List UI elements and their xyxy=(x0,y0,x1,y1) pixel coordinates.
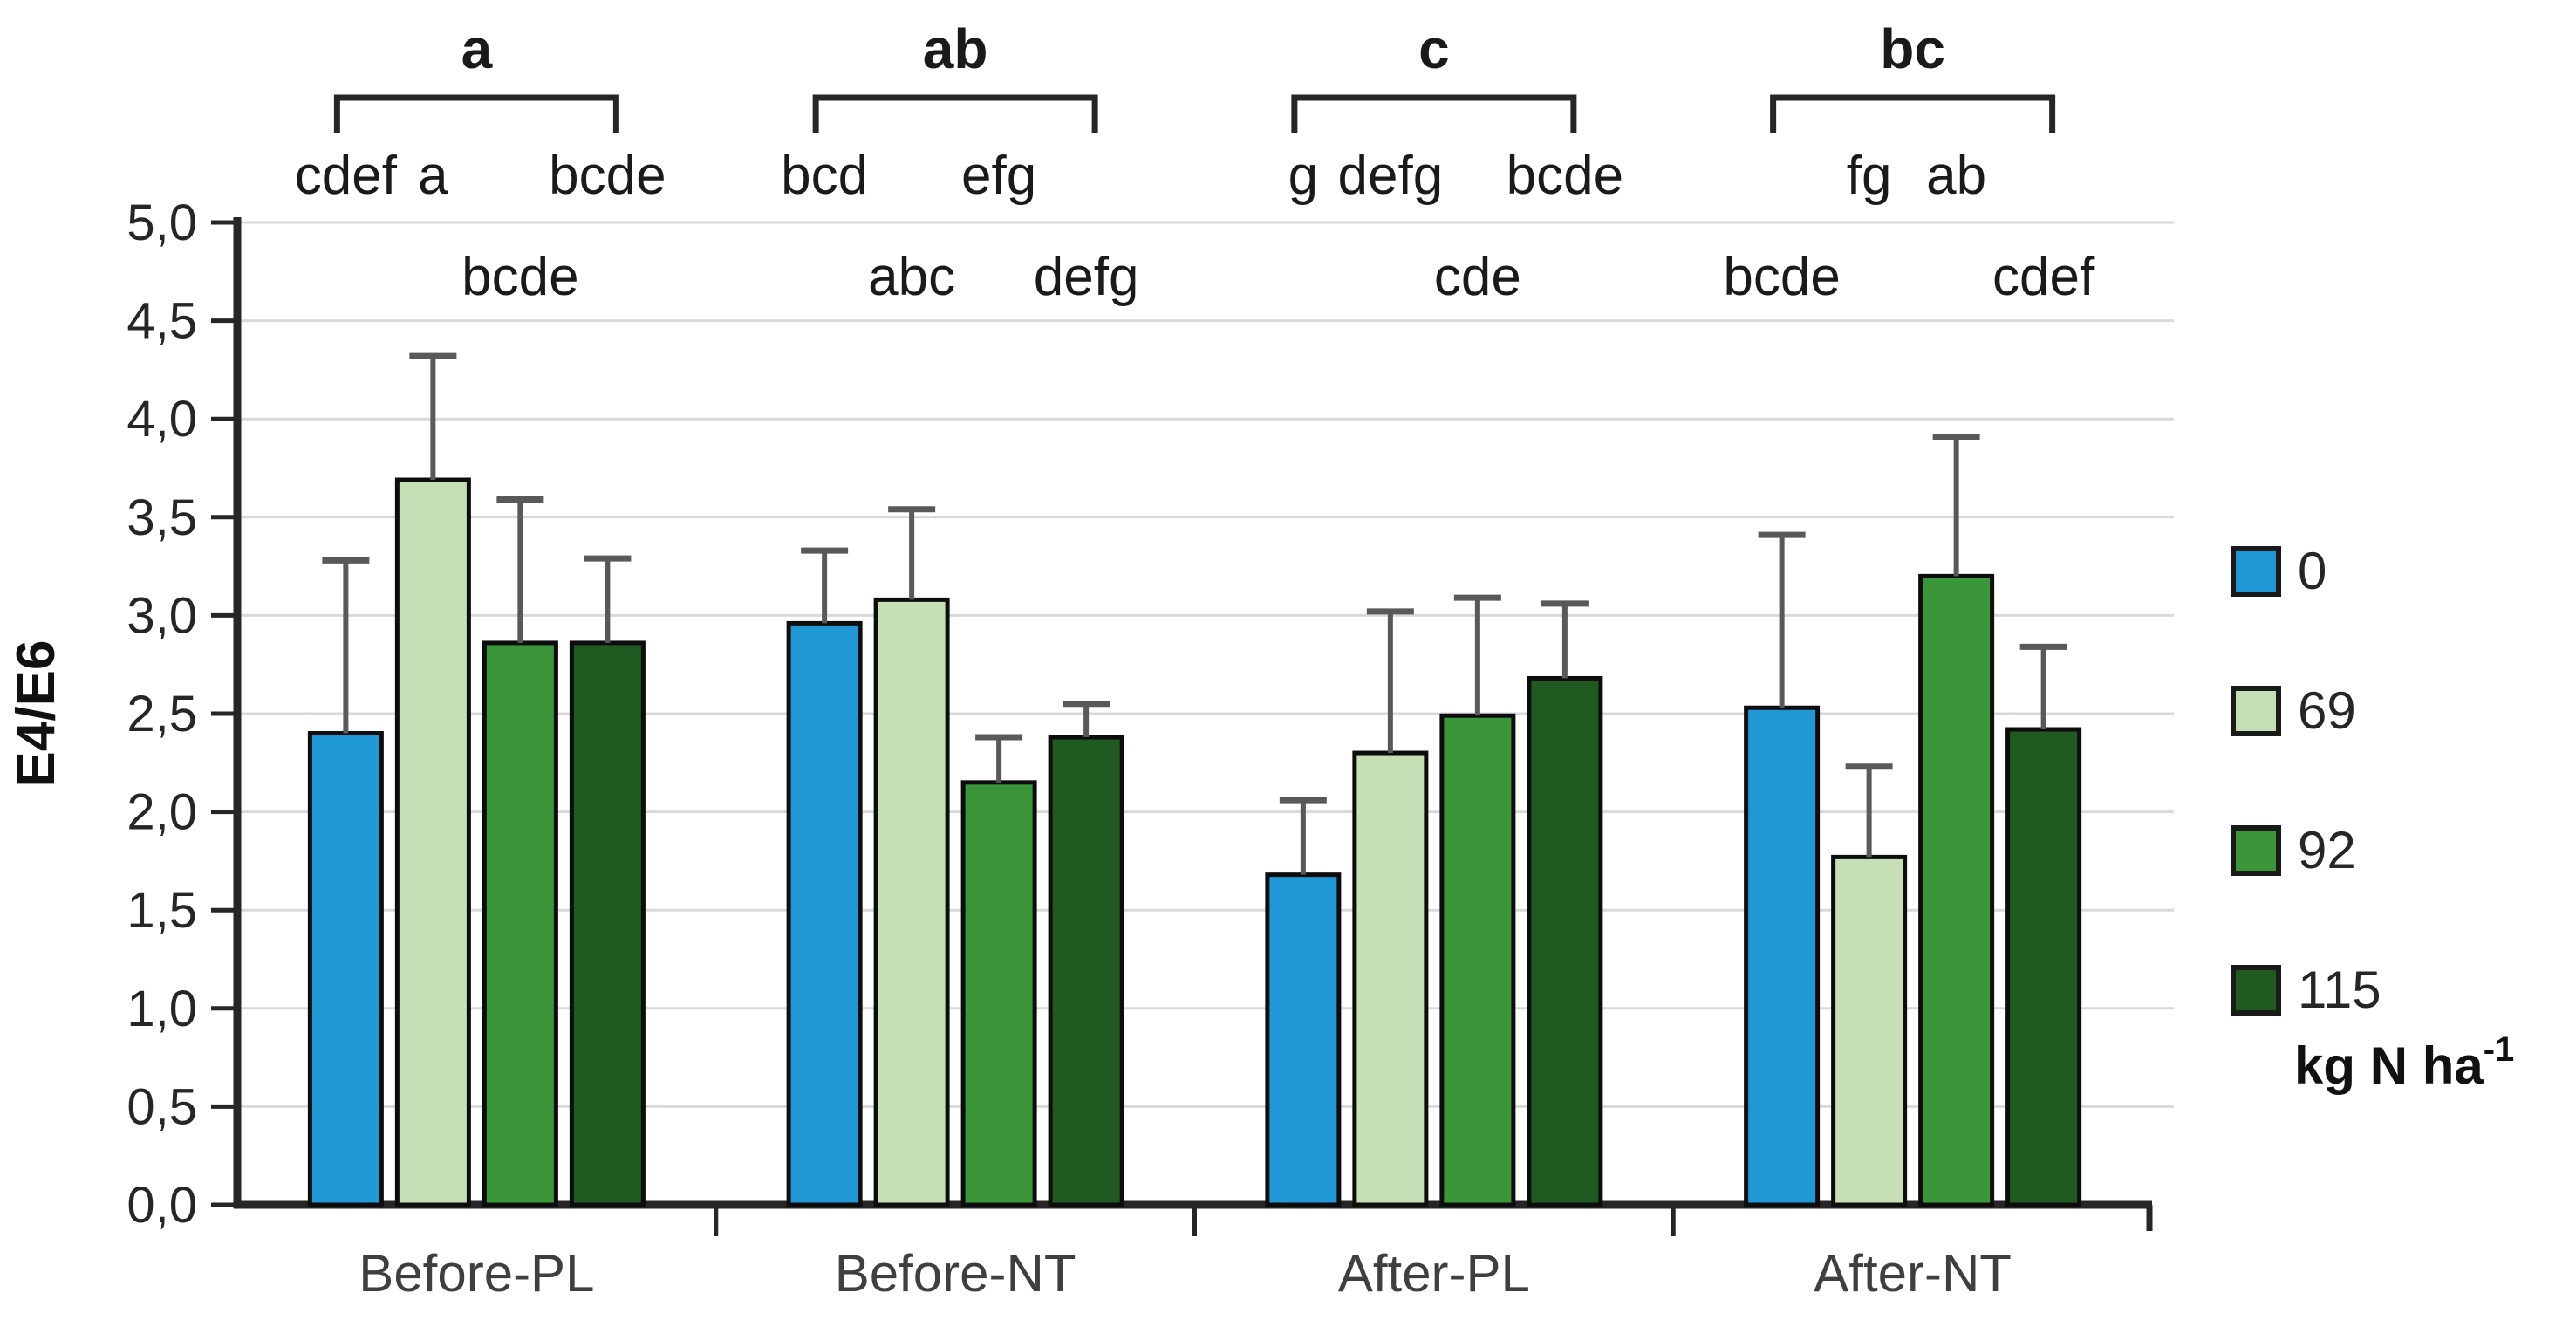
legend-label-115: 115 xyxy=(2298,961,2381,1019)
group-significance-letter: c xyxy=(1418,17,1450,80)
bar-Before-PL-69 xyxy=(394,477,471,1207)
bar-After-NT-92 xyxy=(1918,573,1995,1207)
bar-Before-PL-115 xyxy=(569,640,646,1207)
bar-significance-letter: bcde xyxy=(461,247,578,307)
bar-Before-NT-115 xyxy=(1048,735,1124,1207)
x-category-label: After-PL xyxy=(1338,1244,1530,1303)
y-axis-title: E4/E6 xyxy=(6,640,66,788)
bar-After-NT-69 xyxy=(1831,854,1908,1207)
y-tick-label: 5,0 xyxy=(126,195,197,251)
bar-significance-letter: cde xyxy=(1434,247,1521,307)
bar-Before-PL-92 xyxy=(482,640,558,1207)
bar-Before-NT-69 xyxy=(873,597,950,1207)
group-significance-letter: bc xyxy=(1880,17,1945,80)
bar-significance-letter: bcd xyxy=(781,146,868,206)
bar-After-PL-115 xyxy=(1527,675,1603,1207)
bar-significance-letter: defg xyxy=(1338,146,1444,206)
bar-After-NT-115 xyxy=(2005,727,2082,1207)
bar-significance-letter: cdef xyxy=(1992,247,2095,307)
bar-Before-NT-92 xyxy=(960,780,1037,1207)
bar-After-PL-69 xyxy=(1352,750,1429,1207)
bar-significance-letter: bcde xyxy=(1723,247,1840,307)
legend-swatch-0 xyxy=(2231,546,2281,597)
bar-significance-letter: defg xyxy=(1034,247,1139,307)
bar-significance-letter: bcde xyxy=(549,146,666,206)
bar-significance-letter: g xyxy=(1288,146,1318,206)
y-tick-label: 2,0 xyxy=(126,784,197,841)
group-significance-letter: ab xyxy=(923,17,988,80)
bar-After-PL-0 xyxy=(1265,872,1342,1207)
legend-label-69: 69 xyxy=(2298,681,2356,740)
x-category-label: Before-PL xyxy=(359,1244,594,1303)
bar-significance-letter: abc xyxy=(868,247,955,307)
group-bracket xyxy=(333,94,619,133)
bar-significance-letter: fg xyxy=(1847,146,1892,206)
y-tick-label: 1,0 xyxy=(126,981,197,1037)
bar-Before-NT-0 xyxy=(786,620,863,1207)
legend-swatch-69 xyxy=(2231,686,2281,736)
legend-label-92: 92 xyxy=(2298,821,2356,879)
bar-significance-letter: a xyxy=(418,146,448,206)
group-bracket xyxy=(1291,94,1577,133)
y-tick-label: 0,5 xyxy=(126,1078,197,1135)
bar-Before-PL-0 xyxy=(307,731,384,1207)
group-bracket xyxy=(1770,94,2056,133)
group-significance-letter: a xyxy=(461,17,493,80)
bar-significance-letter: efg xyxy=(961,146,1036,206)
x-category-label: Before-NT xyxy=(835,1244,1076,1303)
y-tick-label: 4,5 xyxy=(126,293,197,350)
bar-significance-letter: ab xyxy=(1926,146,1986,206)
legend-title: kg N ha-1 xyxy=(2294,1030,2514,1095)
y-tick-label: 3,5 xyxy=(126,489,197,546)
x-category-label: After-NT xyxy=(1814,1244,2012,1303)
bar-After-NT-0 xyxy=(1744,705,1821,1207)
legend-label-0: 0 xyxy=(2298,542,2327,600)
legend-swatch-115 xyxy=(2231,965,2281,1016)
bar-After-PL-92 xyxy=(1439,713,1516,1207)
group-bracket xyxy=(812,94,1098,133)
bar-significance-letter: cdef xyxy=(295,146,398,206)
y-tick-label: 4,0 xyxy=(126,391,197,448)
y-tick-label: 0,0 xyxy=(126,1177,197,1234)
y-tick-label: 2,5 xyxy=(126,686,197,742)
bar-significance-letter: bcde xyxy=(1507,146,1623,206)
y-tick-label: 1,5 xyxy=(126,882,197,939)
legend-swatch-92 xyxy=(2231,825,2281,876)
y-tick-label: 3,0 xyxy=(126,587,197,644)
